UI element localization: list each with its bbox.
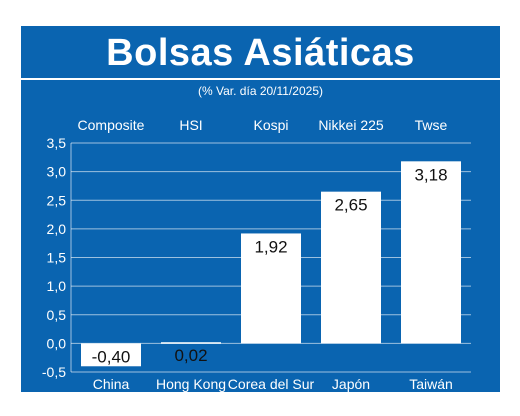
x-category-label: Taiwán: [409, 376, 453, 392]
y-tick-label: 2,5: [47, 192, 67, 208]
title-divider: [21, 78, 500, 80]
bar-china: [81, 343, 141, 367]
bar-japón: [321, 191, 381, 344]
y-tick-label: 1,0: [47, 278, 67, 294]
y-tick-label: 2,0: [47, 221, 67, 237]
y-tick-label: 0,5: [47, 307, 67, 323]
x-category-label: China: [93, 376, 130, 392]
bar-value-label: 0,02: [174, 346, 207, 365]
y-tick-label: -0,5: [42, 364, 66, 380]
bar-corea-del-sur: [241, 233, 301, 344]
bar-value-label: 2,65: [334, 196, 367, 215]
bar-taiwán: [401, 161, 461, 344]
y-tick-label: 3,0: [47, 164, 67, 180]
bar-value-label: 1,92: [254, 237, 287, 256]
index-name-label: Nikkei 225: [318, 117, 384, 133]
y-tick-label: 1,5: [47, 250, 67, 266]
bar-value-label: -0,40: [92, 347, 131, 366]
chart-subtitle: (% Var. día 20/11/2025): [198, 84, 323, 98]
bar-value-label: 3,18: [414, 165, 447, 184]
x-category-label: Japón: [332, 376, 370, 392]
chart-title: Bolsas Asiáticas: [106, 32, 415, 74]
bar-hong-kong: [161, 342, 221, 344]
y-tick-label: 3,5: [47, 135, 67, 151]
index-name-label: Kospi: [253, 117, 288, 133]
y-tick-label: 0,0: [47, 335, 67, 351]
index-name-label: HSI: [179, 117, 202, 133]
x-category-label: Corea del Sur: [228, 376, 315, 392]
index-name-label: Twse: [415, 117, 448, 133]
x-category-label: Hong Kong: [156, 376, 226, 392]
index-name-label: Composite: [78, 117, 145, 133]
